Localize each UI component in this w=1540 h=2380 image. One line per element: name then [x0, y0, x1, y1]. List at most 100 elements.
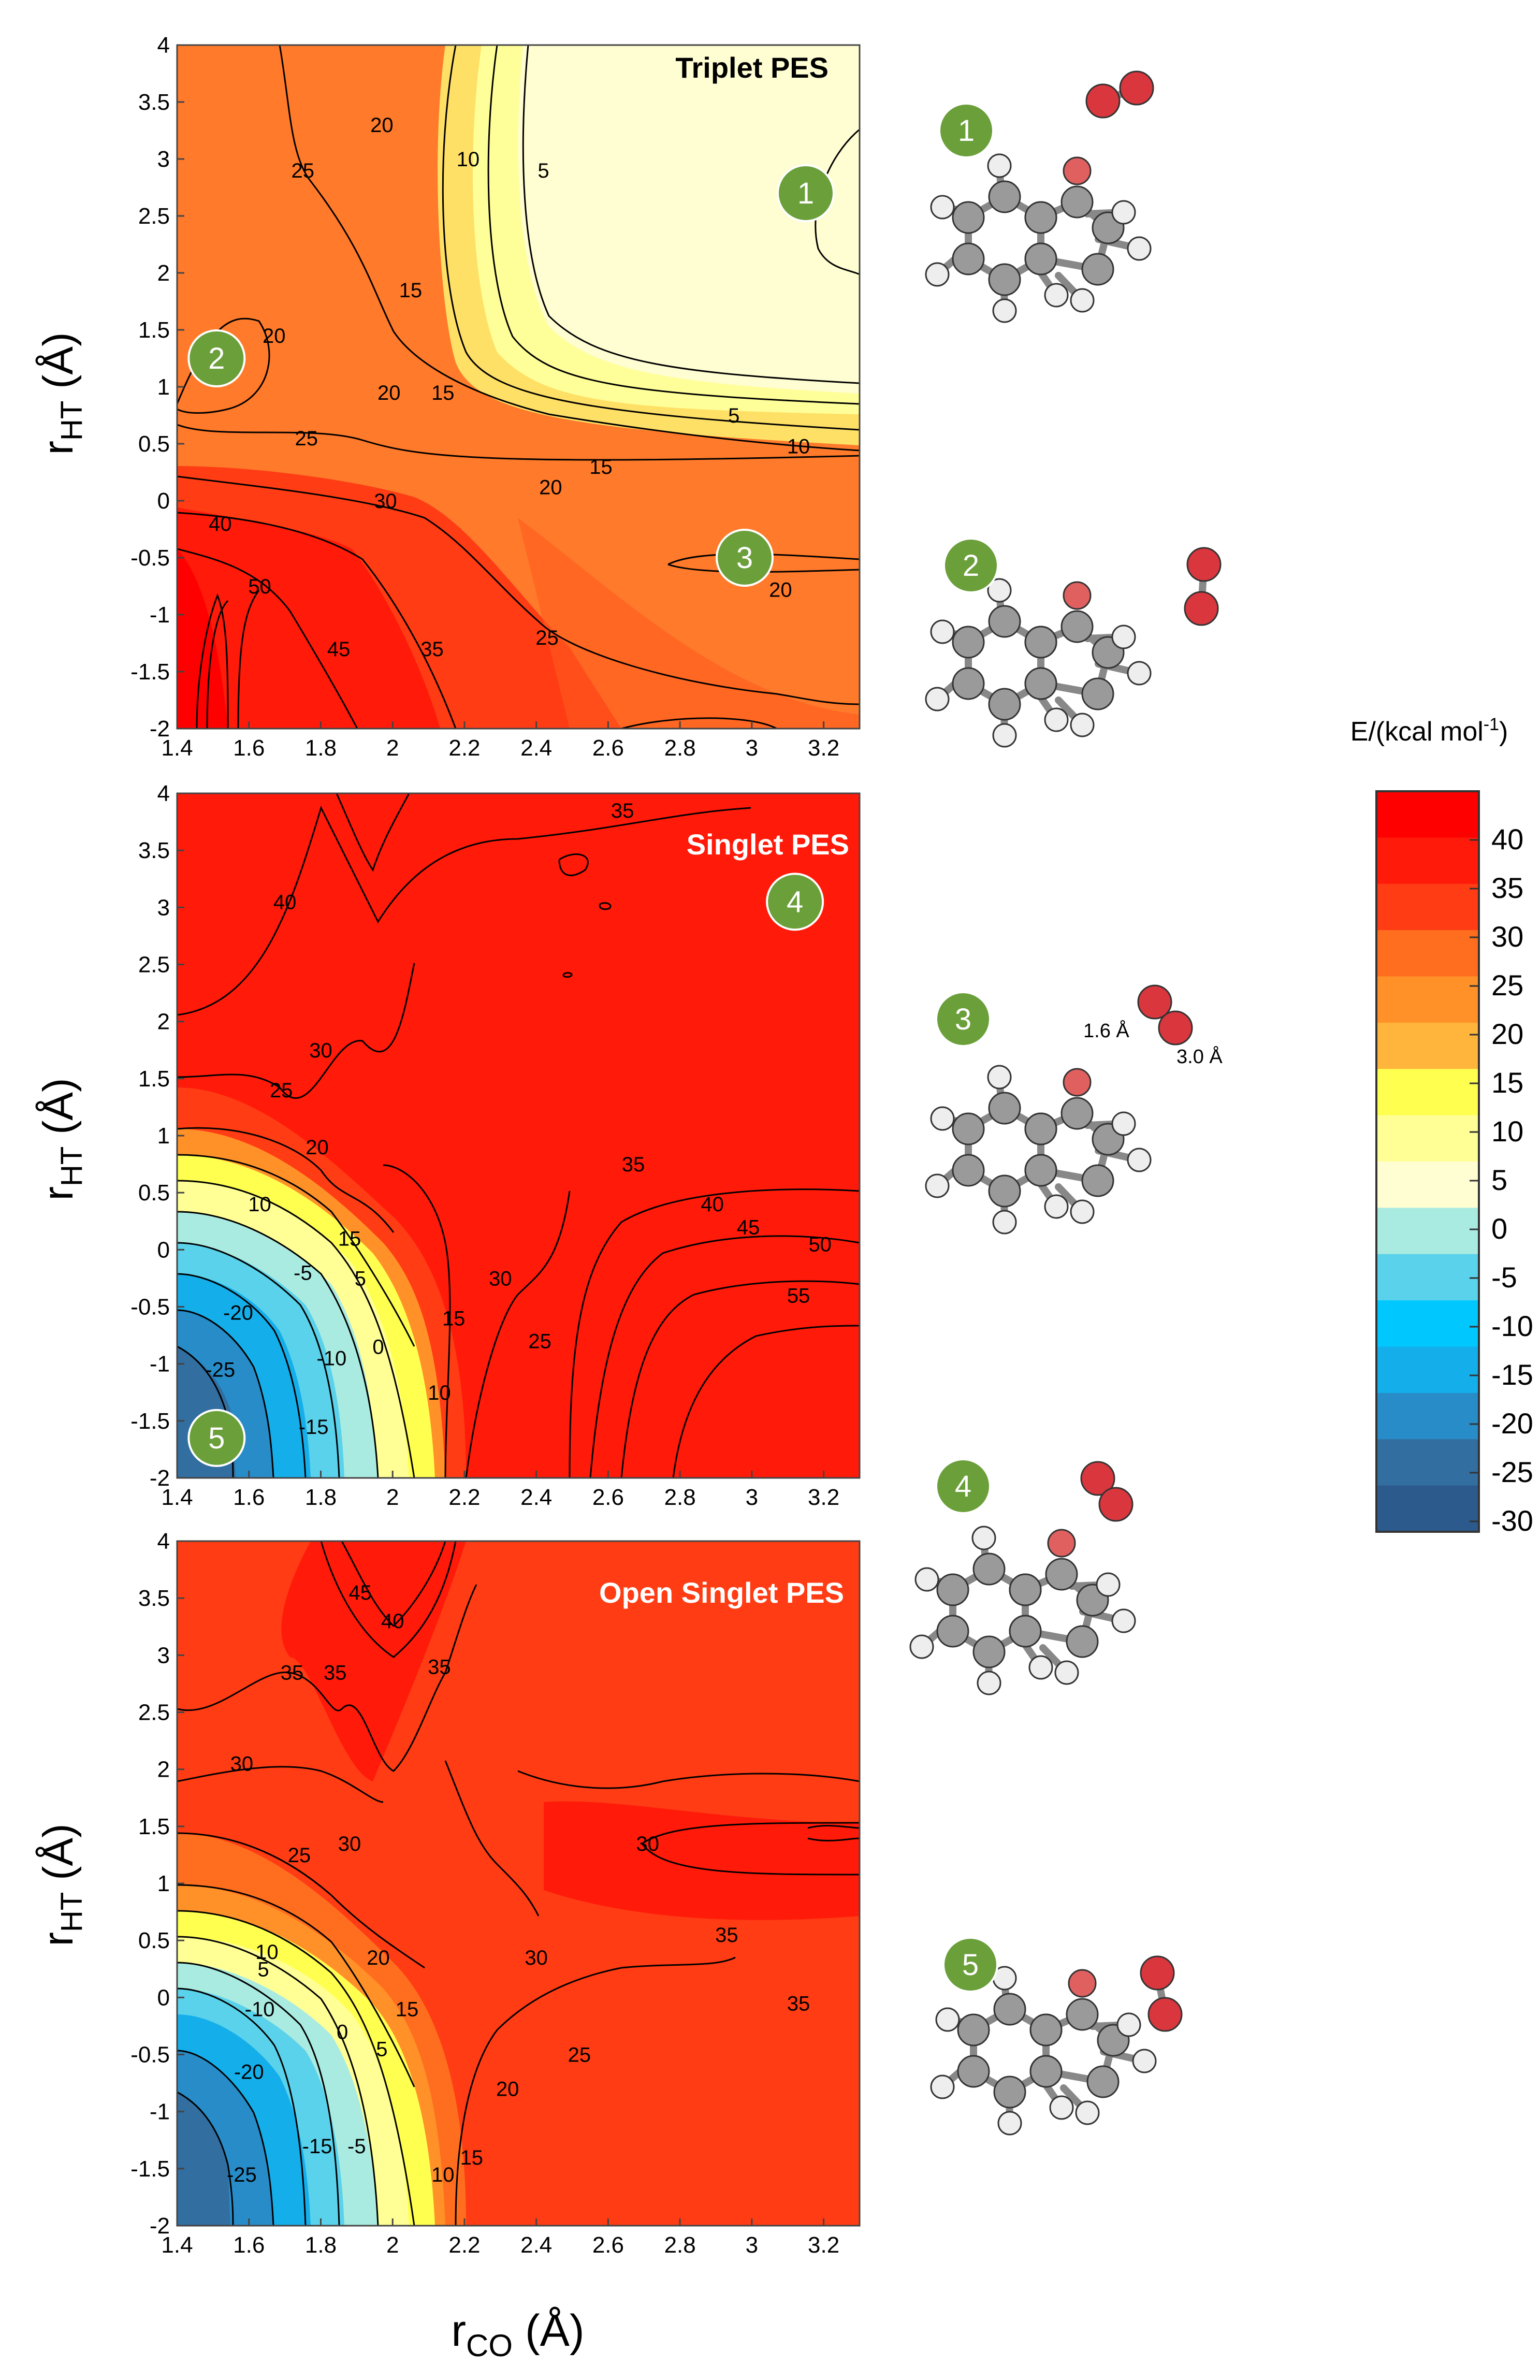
- contour-label: -5: [347, 2135, 366, 2158]
- contour-label: 5: [537, 159, 549, 182]
- y-label-main: r: [35, 441, 82, 455]
- contour-label: 5: [728, 404, 739, 427]
- oxygen-atom: [1158, 1010, 1193, 1046]
- carbon-atom: [1029, 2013, 1063, 2047]
- oxygen-atom: [1063, 156, 1092, 185]
- state-marker: [187, 1409, 246, 1467]
- contour-label: 20: [496, 2078, 519, 2101]
- oxygen-atom: [1119, 70, 1154, 106]
- colorbar-label: -10: [1491, 1310, 1533, 1342]
- hydrogen-atom: [935, 2007, 960, 2032]
- y-tick-label: 2: [157, 1009, 170, 1035]
- hydrogen-atom: [909, 1634, 934, 1659]
- contour-label: -15: [302, 2135, 332, 2158]
- panel-title-open-singlet: Open Singlet PES: [599, 1576, 844, 1609]
- state-marker-label: 3: [736, 541, 753, 575]
- colorbar-label: -20: [1491, 1407, 1533, 1440]
- x-tick-label: 2.8: [664, 2232, 696, 2258]
- colorbar-title-main: E/(kcal mol: [1350, 717, 1484, 747]
- hydrogen-atom: [1116, 2012, 1141, 2037]
- colorbar-label: 40: [1491, 823, 1523, 855]
- x-tick-label: 1.4: [161, 2232, 193, 2258]
- x-tick-label: 3.2: [808, 2232, 839, 2258]
- state-marker-label: 4: [787, 885, 803, 919]
- x-label-main: r: [451, 2306, 466, 2356]
- structure-marker: [943, 538, 999, 593]
- carbon-atom: [1081, 253, 1114, 286]
- x-tick-label: 2: [386, 2232, 399, 2258]
- hydrogen-atom: [1111, 1608, 1136, 1633]
- contour-label: 0: [337, 2021, 348, 2043]
- carbon-atom: [1024, 667, 1057, 700]
- y-tick-label: 0.5: [138, 431, 170, 457]
- y-tick-label: 3.5: [138, 90, 170, 115]
- y-tick-label: -1.5: [130, 659, 170, 685]
- contour-label: -10: [245, 1998, 275, 2021]
- hydrogen-atom: [1111, 200, 1136, 225]
- contour-label: 40: [381, 1610, 404, 1633]
- y-tick-label: 1: [157, 1871, 170, 1896]
- x-label-unit: (Å): [513, 2306, 585, 2356]
- y-axis-label-panel3: rHT (Å): [35, 1824, 89, 1947]
- oxygen-atom: [1140, 1955, 1175, 1991]
- y-tick-label: 0.5: [138, 1928, 170, 1953]
- carbon-atom: [972, 1635, 1006, 1668]
- hydrogen-atom: [930, 2074, 955, 2099]
- y-tick-label: 3: [157, 1643, 170, 1668]
- carbon-atom: [988, 605, 1021, 638]
- oxygen-atom: [1063, 1068, 1092, 1097]
- hydrogen-atom: [971, 1526, 996, 1550]
- y-tick-label: 2: [157, 1757, 170, 1782]
- x-tick-label: 1.8: [305, 735, 337, 761]
- x-tick-label: 1.4: [161, 1485, 193, 1510]
- contour-label: 10: [248, 1193, 271, 1216]
- contour-label: 20: [370, 114, 394, 137]
- contour-label: 40: [273, 891, 297, 913]
- carbon-atom: [952, 242, 985, 275]
- contour-label: 10: [457, 148, 480, 171]
- x-tick-label: 2: [386, 735, 399, 761]
- state-marker-label: 2: [208, 342, 225, 375]
- x-tick-label: 3.2: [808, 735, 839, 761]
- bond-label-a: 1.6 Å: [1083, 1019, 1129, 1042]
- colorbar-label: 0: [1491, 1212, 1507, 1245]
- contour-label: 50: [808, 1233, 832, 1256]
- contour-label: 45: [737, 1216, 760, 1239]
- carbon-atom: [1009, 1573, 1042, 1606]
- hydrogen-atom: [1070, 1199, 1095, 1224]
- y-label-unit: (Å): [35, 332, 82, 401]
- contour-label: 15: [396, 1998, 419, 2021]
- y-tick-label: -1: [150, 1352, 170, 1377]
- colorbar-label: -15: [1491, 1358, 1533, 1391]
- x-tick-label: 1.6: [233, 1485, 265, 1510]
- y-tick-label: 4: [157, 1529, 170, 1554]
- structure-marker-label: 5: [962, 1948, 979, 1982]
- colorbar-label: 5: [1491, 1164, 1507, 1196]
- axes-layer: 1.4 1.6 1.8 2 2.2 2.4 2.6 2.8 3 3.243.532.521.510…: [130, 33, 861, 2258]
- carbon-atom: [1060, 1097, 1094, 1130]
- panel-title-singlet: Singlet PES: [687, 828, 849, 861]
- colorbar-segment: [1376, 1162, 1479, 1209]
- y-tick-label: 3.5: [138, 838, 170, 863]
- hydrogen-atom: [987, 1065, 1012, 1090]
- colorbar-label: -30: [1491, 1504, 1533, 1537]
- y-tick-label: -1: [150, 602, 170, 628]
- x-tick-label: 2.6: [592, 735, 624, 761]
- carbon-atom: [988, 1092, 1021, 1125]
- hydrogen-atom: [1044, 283, 1069, 308]
- carbon-atom: [1029, 2055, 1063, 2088]
- contour-label: 20: [539, 476, 562, 499]
- hydrogen-atom: [1070, 288, 1095, 313]
- state-marker: [716, 529, 774, 587]
- hydrogen-atom: [1127, 236, 1152, 261]
- y-tick-label: -2: [150, 2213, 170, 2239]
- contour-label: 30: [309, 1039, 332, 1062]
- contour-label: 0: [372, 1336, 384, 1359]
- hydrogen-atom: [1075, 2100, 1100, 2125]
- contour-label: 30: [489, 1267, 512, 1290]
- y-label-sub: HT: [55, 1147, 89, 1186]
- carbon-atom: [1060, 610, 1094, 643]
- hydrogen-atom: [1028, 1655, 1053, 1680]
- state-marker-label: 5: [208, 1421, 225, 1455]
